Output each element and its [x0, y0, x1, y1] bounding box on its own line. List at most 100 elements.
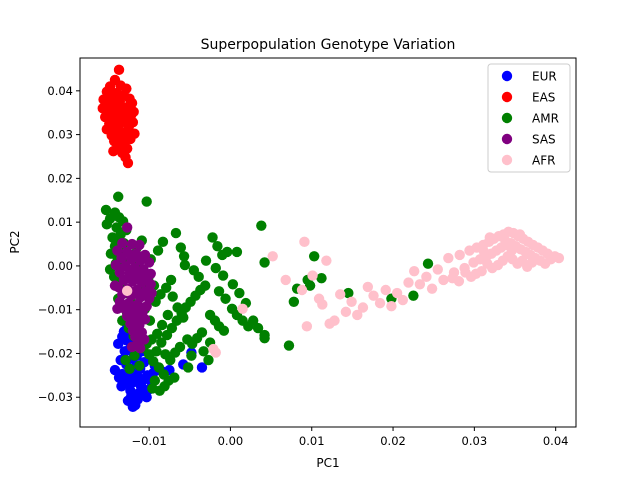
point-afr-89 [500, 235, 511, 246]
point-sas-9 [126, 254, 137, 265]
point-amr-65 [160, 349, 171, 360]
point-afr-32 [432, 264, 443, 275]
point-afr-22 [374, 297, 386, 309]
point-afr-24 [386, 300, 397, 312]
point-amr-87 [212, 241, 223, 252]
y-tick-label: −0.01 [38, 303, 73, 317]
legend-marker [501, 70, 513, 82]
point-afr-25 [391, 287, 403, 299]
legend-item-sas: SAS [501, 133, 556, 147]
point-amr-109 [343, 287, 354, 299]
point-afr-81 [482, 258, 493, 269]
point-amr-135 [217, 270, 229, 281]
point-amr-7 [101, 219, 113, 230]
point-eas-44 [105, 105, 117, 116]
ticks-layer: −0.01 0.00 0.01 0.02 0.03 0.04 −0.03 −0.02 −0.01… [38, 84, 569, 448]
point-amr-53 [200, 280, 211, 291]
point-amr-111 [408, 290, 419, 301]
point-amr-71 [165, 274, 177, 286]
point-afr-23 [380, 284, 391, 296]
point-eur-31 [125, 385, 136, 396]
point-eas-45 [115, 90, 126, 102]
point-amr-141 [149, 375, 161, 386]
point-sas-53 [146, 287, 157, 299]
point-eur-34 [113, 372, 125, 383]
point-amr-80 [170, 227, 182, 239]
point-amr-136 [227, 279, 239, 290]
point-amr-82 [175, 242, 187, 253]
point-amr-93 [220, 293, 231, 304]
plot-frame [79, 57, 577, 428]
point-amr-106 [308, 251, 320, 262]
point-afr-26 [397, 294, 409, 306]
point-eas-46 [126, 109, 137, 121]
point-amr-122 [162, 309, 174, 321]
point-amr-61 [182, 334, 193, 345]
y-tick-label: 0.02 [47, 171, 73, 185]
point-sas-49 [126, 341, 138, 353]
legend-item-eas: EAS [501, 91, 555, 105]
point-amr-132 [179, 259, 191, 271]
point-amr-102 [283, 340, 295, 351]
point-amr-140 [124, 363, 135, 374]
x-tick-label: 0.04 [543, 434, 569, 448]
point-amr-46 [166, 322, 178, 334]
y-tick-label: 0.03 [47, 128, 73, 142]
legend-marker [501, 133, 513, 145]
point-amr-63 [169, 347, 181, 358]
point-amr-43 [151, 346, 162, 357]
point-afr-0 [121, 285, 133, 297]
legend-items: EUR EAS AMR SAS AFR [501, 70, 559, 168]
point-afr-31 [426, 283, 438, 294]
y-tick-label: 0.04 [47, 84, 73, 98]
legend-item-amr: AMR [501, 112, 559, 126]
legend-item-eur: EUR [501, 70, 557, 84]
point-afr-7 [301, 321, 313, 332]
point-afr-20 [362, 281, 374, 293]
point-afr-18 [352, 309, 363, 321]
point-sas-11 [143, 257, 155, 268]
point-afr-30 [421, 271, 432, 283]
y-tick-label: −0.02 [38, 346, 73, 360]
point-sas-20 [118, 274, 130, 286]
point-amr-2 [100, 204, 112, 216]
point-eas-47 [112, 125, 123, 137]
point-afr-19 [357, 302, 369, 313]
series-afr [121, 226, 565, 358]
point-afr-5 [280, 274, 291, 286]
point-sas-54 [145, 268, 156, 279]
point-sas-8 [116, 252, 127, 264]
point-amr-131 [152, 245, 164, 256]
x-tick-label: 0.03 [462, 434, 488, 448]
point-afr-17 [346, 296, 357, 308]
point-amr-116 [203, 354, 214, 366]
point-amr-101 [259, 332, 270, 344]
legend-label: AFR [532, 154, 555, 168]
point-amr-83 [178, 251, 190, 262]
point-sas-1 [117, 237, 128, 249]
point-eas-43 [122, 157, 134, 169]
series-eas [97, 64, 140, 169]
point-sas-52 [109, 280, 121, 291]
point-afr-34 [443, 252, 454, 264]
point-amr-143 [159, 381, 170, 392]
point-amr-134 [210, 262, 221, 274]
point-afr-4 [267, 251, 278, 262]
point-amr-44 [156, 337, 167, 348]
point-afr-12 [321, 255, 332, 266]
point-afr-21 [368, 290, 379, 301]
point-amr-113 [259, 257, 270, 268]
point-amr-103 [288, 296, 300, 308]
point-amr-115 [198, 346, 209, 357]
point-amr-99 [252, 322, 264, 334]
point-afr-91 [484, 232, 496, 243]
point-sas-3 [134, 239, 145, 251]
point-amr-90 [231, 246, 243, 258]
point-amr-118 [186, 350, 197, 361]
point-afr-88 [478, 246, 490, 258]
point-afr-16 [340, 306, 352, 318]
point-amr-91 [256, 220, 267, 231]
point-eur-26 [141, 392, 152, 403]
point-amr-139 [120, 354, 131, 366]
